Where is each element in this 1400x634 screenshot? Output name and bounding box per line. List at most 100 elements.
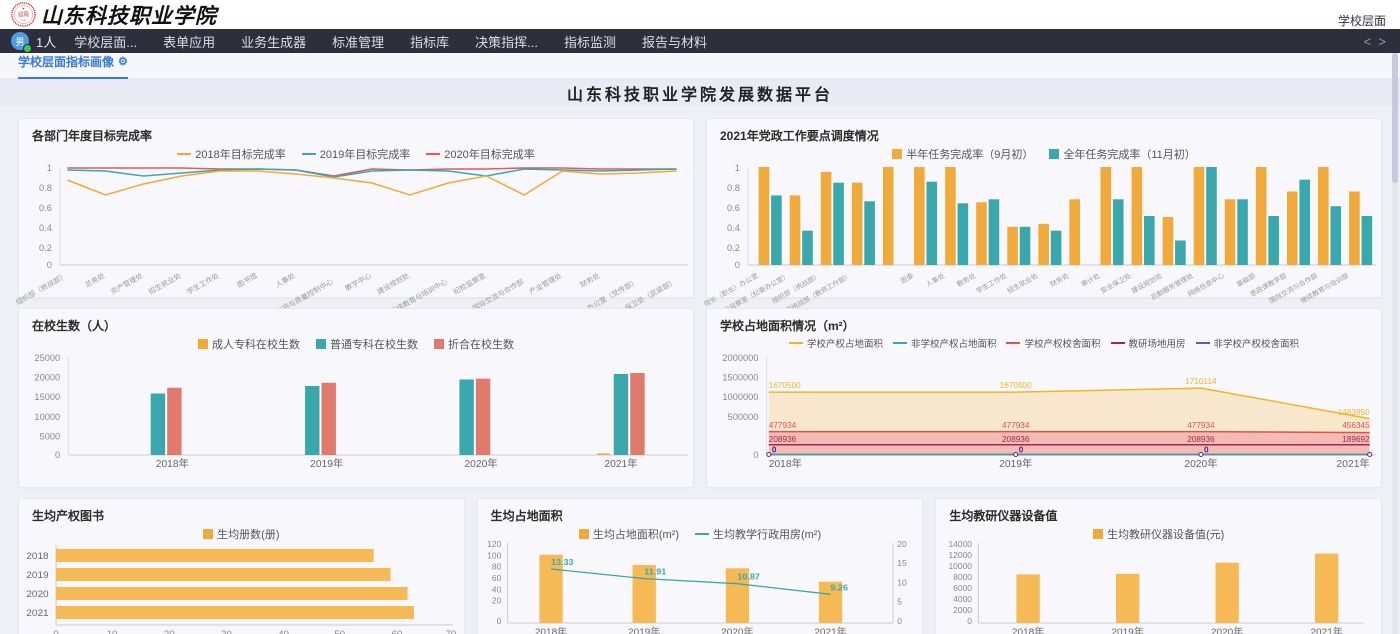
svg-text:40: 40 [278,629,289,634]
svg-text:208936: 208936 [1002,435,1030,444]
svg-text:13.33: 13.33 [551,557,574,567]
svg-text:10: 10 [107,629,118,634]
svg-text:2021年: 2021年 [814,625,847,634]
svg-text:★: ★ [22,7,25,11]
svg-text:477934: 477934 [769,421,797,430]
svg-text:学生工作处: 学生工作处 [974,271,1008,295]
svg-text:人事处: 人事处 [924,271,946,289]
svg-text:0: 0 [53,629,58,634]
svg-text:0: 0 [1204,446,1209,455]
svg-text:70: 70 [446,629,457,634]
svg-text:500000: 500000 [728,412,759,422]
svg-text:1978: 1978 [21,20,26,22]
svg-text:10: 10 [897,579,907,588]
svg-text:学生工作处: 学生工作处 [185,271,221,296]
svg-text:0: 0 [968,617,973,626]
svg-text:25000: 25000 [34,353,60,363]
svg-text:安全保卫处: 安全保卫处 [1099,271,1133,295]
svg-text:20: 20 [164,629,175,634]
svg-text:2000: 2000 [953,606,972,615]
svg-text:2018年: 2018年 [769,457,802,470]
svg-text:12000: 12000 [949,551,973,560]
svg-text:60: 60 [392,629,403,634]
svg-text:0.2: 0.2 [727,243,740,253]
svg-text:20: 20 [492,597,502,606]
svg-text:0.4: 0.4 [727,223,740,233]
svg-text:院长（职长）办公室: 院长（职长）办公室 [702,271,760,308]
svg-text:1: 1 [735,163,740,173]
svg-text:2021年: 2021年 [1337,457,1370,470]
svg-text:总务处: 总务处 [83,271,106,289]
svg-text:2019: 2019 [26,570,48,581]
svg-text:招生就业处: 招生就业处 [1005,271,1039,295]
svg-text:477934: 477934 [1187,421,1215,430]
svg-text:15000: 15000 [34,392,60,402]
svg-text:1: 1 [47,163,52,173]
svg-text:0: 0 [753,450,758,460]
svg-text:5000: 5000 [40,432,61,442]
svg-text:8000: 8000 [953,573,972,582]
svg-text:477934: 477934 [1002,421,1030,430]
svg-text:纪检监察室: 纪检监察室 [451,271,487,296]
svg-text:建设规划处: 建设规划处 [375,271,411,296]
svg-text:0.2: 0.2 [39,243,52,253]
svg-text:80: 80 [492,563,502,572]
svg-text:财务处: 财务处 [578,271,601,289]
svg-text:0.8: 0.8 [727,183,740,193]
svg-text:0.8: 0.8 [39,183,52,193]
svg-text:2020: 2020 [26,589,49,600]
svg-text:基础部: 基础部 [1235,271,1257,289]
svg-text:0: 0 [735,260,740,270]
svg-text:1670500: 1670500 [1000,381,1033,390]
svg-text:189692: 189692 [1342,435,1370,444]
svg-text:0.6: 0.6 [39,203,52,213]
svg-text:产业管理处: 产业管理处 [528,271,564,296]
svg-text:2020年: 2020年 [721,625,754,634]
svg-text:456345: 456345 [1342,421,1370,430]
svg-text:0.6: 0.6 [727,203,740,213]
svg-text:0: 0 [496,617,501,626]
svg-text:审计处: 审计处 [1079,271,1101,289]
svg-text:15: 15 [897,559,907,568]
svg-text:208936: 208936 [769,435,797,444]
svg-text:50: 50 [334,629,345,634]
svg-text:教务处: 教务处 [955,271,977,289]
svg-text:2000000: 2000000 [722,353,758,363]
svg-text:财务处: 财务处 [1048,271,1070,289]
svg-text:招生就业处: 招生就业处 [147,271,183,296]
svg-text:2019年: 2019年 [1112,625,1145,634]
svg-text:1500000: 1500000 [722,373,758,383]
svg-text:2019年: 2019年 [999,457,1032,470]
svg-text:0.4: 0.4 [39,223,52,233]
svg-text:2018年: 2018年 [535,625,568,634]
svg-text:4000: 4000 [953,595,972,604]
svg-text:20: 20 [897,540,907,549]
svg-text:2020年: 2020年 [464,457,497,470]
svg-text:2018: 2018 [26,551,48,562]
svg-text:2018年: 2018年 [156,457,189,470]
svg-text:100: 100 [487,552,502,561]
svg-text:5: 5 [897,598,902,607]
svg-text:120: 120 [487,540,502,549]
svg-text:6000: 6000 [953,584,972,593]
svg-text:组织部（统战部）: 组织部（统战部） [14,271,68,307]
svg-text:资产管理处: 资产管理处 [109,271,145,296]
svg-text:10000: 10000 [34,412,60,422]
svg-text:图书馆: 图书馆 [235,271,258,289]
svg-text:0: 0 [897,617,902,626]
svg-text:1483850: 1483850 [1338,408,1371,417]
svg-text:2021年: 2021年 [1311,625,1344,634]
svg-text:2020年: 2020年 [1184,457,1217,470]
svg-text:11.91: 11.91 [644,567,666,577]
svg-text:60: 60 [492,574,502,583]
svg-text:2019年: 2019年 [310,457,343,470]
svg-text:教学中心: 教学中心 [343,271,372,293]
svg-text:0: 0 [55,450,60,460]
svg-text:40: 40 [492,586,502,595]
svg-text:14000: 14000 [949,540,973,549]
svg-text:人事处: 人事处 [274,271,297,289]
svg-text:0: 0 [47,260,52,270]
svg-text:2019年: 2019年 [628,625,661,634]
svg-text:继续教育与培训部: 继续教育与培训部 [1299,271,1351,305]
svg-text:1670500: 1670500 [769,381,802,390]
